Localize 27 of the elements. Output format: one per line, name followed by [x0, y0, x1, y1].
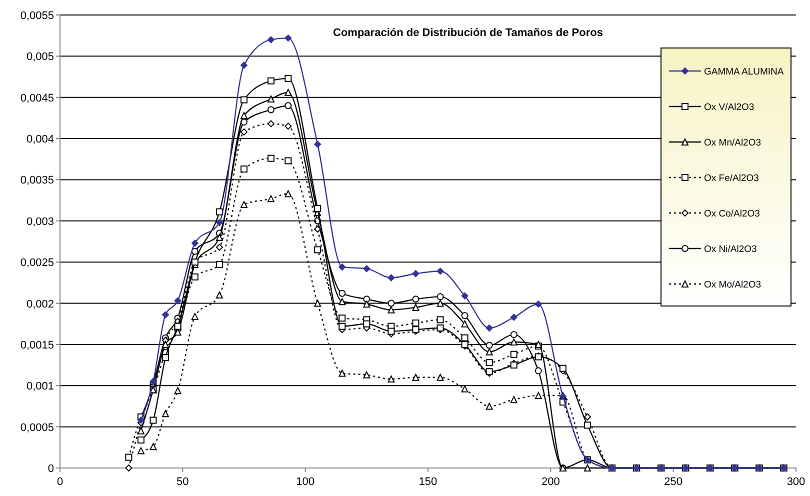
- legend-label: Ox Co/Al2O3: [704, 208, 760, 220]
- y-tick-label: 0: [48, 463, 54, 475]
- legend-label: Ox Fe/Al2O3: [704, 173, 759, 184]
- y-tick-label: 0,0035: [20, 174, 54, 187]
- x-tick-label: 50: [176, 476, 189, 488]
- x-tick-label: 200: [541, 476, 560, 488]
- legend-label: Ox Mo/Al2O3: [704, 280, 762, 290]
- y-tick-label: 0,0015: [20, 339, 54, 352]
- y-tick-label: 0,002: [26, 298, 54, 310]
- y-tick-label: 0,001: [26, 380, 54, 393]
- x-tick-label: 0: [56, 476, 64, 488]
- legend-label: Ox Mn/Al2O3: [704, 138, 762, 148]
- legend-label: GAMMA ALUMINA: [704, 66, 784, 78]
- legend-label: Ox V/Al2O3: [704, 102, 754, 113]
- y-tick-label: 0,0055: [20, 10, 54, 22]
- text: Comparación de Distribución de Tamaños de Poros: [333, 27, 603, 39]
- x-tick-label: 100: [296, 476, 315, 488]
- y-tick-label: 0,0025: [20, 257, 54, 270]
- y-tick-label: 0,0045: [20, 92, 54, 104]
- y-tick-label: 0,005: [26, 51, 54, 64]
- legend-label: Ox Ni/Al2O3: [704, 244, 757, 255]
- y-tick-label: 0,004: [26, 134, 54, 146]
- y-tick-label: 0,0005: [20, 422, 54, 434]
- x-tick-label: 250: [664, 476, 683, 488]
- y-tick-label: 0,003: [26, 216, 54, 228]
- x-tick-label: 150: [418, 476, 438, 488]
- x-tick-label: 300: [786, 476, 806, 488]
